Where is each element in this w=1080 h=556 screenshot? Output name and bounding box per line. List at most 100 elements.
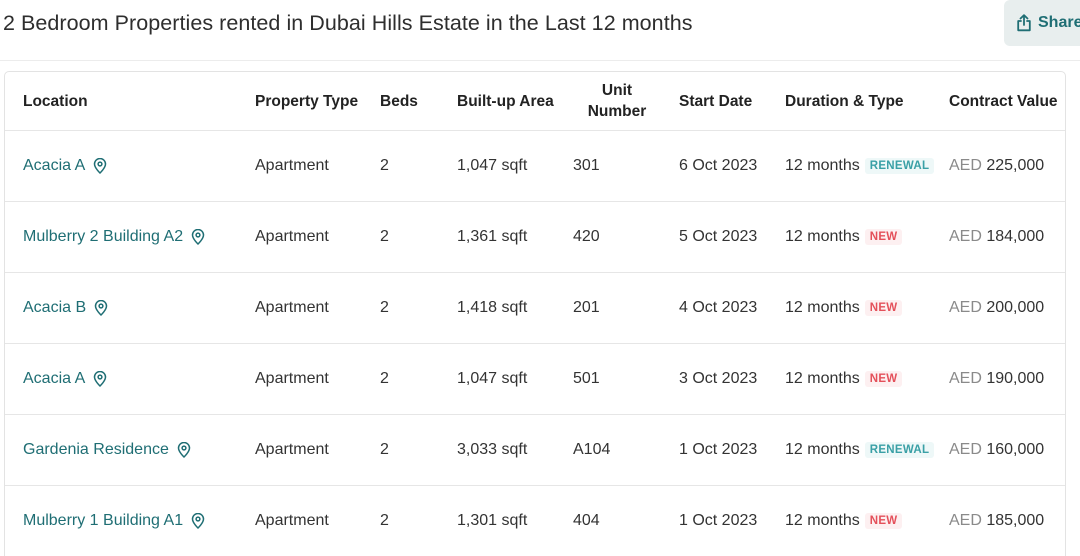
table-header-row: Location Property Type Beds Built-up Are… (5, 72, 1065, 131)
location-link[interactable]: Mulberry 1 Building A1 (23, 512, 205, 530)
cell-property-type: Apartment (255, 130, 380, 202)
cell-built-up-area: 1,418 sqft (457, 272, 573, 344)
contract-amount: 200,000 (986, 299, 1045, 316)
cell-location: Mulberry 2 Building A2 (5, 201, 255, 273)
cell-unit-number: 501 (573, 343, 679, 415)
header-unit-number-line1: Unit (601, 82, 633, 99)
cell-beds: 2 (380, 201, 457, 273)
cell-property-type: Apartment (255, 343, 380, 415)
map-pin-icon[interactable] (177, 442, 191, 458)
location-link[interactable]: Gardenia Residence (23, 441, 191, 459)
header-contract-value: Contract Value (949, 72, 1065, 131)
currency-label: AED (949, 441, 982, 458)
cell-beds: 2 (380, 485, 457, 556)
header-duration-type: Duration & Type (785, 72, 949, 131)
cell-unit-number: 404 (573, 485, 679, 556)
cell-contract-value: AED 160,000 (949, 414, 1065, 486)
cell-contract-value: AED 190,000 (949, 343, 1065, 415)
cell-duration-type: 12 months NEW (785, 201, 949, 273)
header-built-up-area: Built-up Area (457, 72, 573, 131)
cell-property-type: Apartment (255, 414, 380, 486)
cell-beds: 2 (380, 272, 457, 344)
cell-unit-number: 201 (573, 272, 679, 344)
header-location: Location (5, 72, 255, 131)
duration-text: 12 months (785, 299, 860, 316)
cell-duration-type: 12 months NEW (785, 343, 949, 415)
table-row: Acacia A Apartment 2 1,047 sqft 501 3 Oc… (5, 343, 1065, 415)
cell-start-date: 3 Oct 2023 (679, 343, 785, 415)
cell-location: Acacia B (5, 272, 255, 344)
location-name: Acacia B (23, 299, 87, 316)
table-body: Acacia A Apartment 2 1,047 sqft 301 6 Oc… (5, 130, 1065, 556)
cell-duration-type: 12 months NEW (785, 272, 949, 344)
cell-beds: 2 (380, 343, 457, 415)
contract-type-badge: NEW (864, 300, 903, 316)
currency-label: AED (949, 370, 982, 387)
currency-label: AED (949, 157, 982, 174)
table-row: Mulberry 2 Building A2 Apartment 2 1,361… (5, 201, 1065, 273)
cell-property-type: Apartment (255, 201, 380, 273)
contract-amount: 184,000 (986, 228, 1045, 245)
cell-location: Gardenia Residence (5, 414, 255, 486)
duration-text: 12 months (785, 157, 860, 174)
map-pin-icon[interactable] (94, 300, 108, 316)
share-label: Share (1038, 14, 1080, 31)
header-property-type: Property Type (255, 72, 380, 131)
currency-label: AED (949, 228, 982, 245)
cell-duration-type: 12 months RENEWAL (785, 130, 949, 202)
location-link[interactable]: Acacia A (23, 157, 107, 175)
contract-type-badge: RENEWAL (864, 442, 935, 458)
header-beds: Beds (380, 72, 457, 131)
table-row: Mulberry 1 Building A1 Apartment 2 1,301… (5, 485, 1065, 556)
map-pin-icon[interactable] (191, 229, 205, 245)
cell-start-date: 1 Oct 2023 (679, 414, 785, 486)
cell-location: Mulberry 1 Building A1 (5, 485, 255, 556)
contract-type-badge: NEW (864, 513, 903, 529)
cell-built-up-area: 1,361 sqft (457, 201, 573, 273)
cell-property-type: Apartment (255, 485, 380, 556)
contract-type-badge: NEW (864, 371, 903, 387)
cell-contract-value: AED 185,000 (949, 485, 1065, 556)
cell-unit-number: 420 (573, 201, 679, 273)
cell-location: Acacia A (5, 343, 255, 415)
currency-label: AED (949, 512, 982, 529)
cell-contract-value: AED 200,000 (949, 272, 1065, 344)
table-row: Gardenia Residence Apartment 2 3,033 sqf… (5, 414, 1065, 486)
location-name: Mulberry 2 Building A2 (23, 228, 184, 245)
map-pin-icon[interactable] (93, 158, 107, 174)
cell-built-up-area: 3,033 sqft (457, 414, 573, 486)
location-name: Acacia A (23, 370, 86, 387)
contract-amount: 190,000 (986, 370, 1045, 387)
location-link[interactable]: Acacia A (23, 370, 107, 388)
cell-built-up-area: 1,301 sqft (457, 485, 573, 556)
share-button[interactable]: Share (1004, 0, 1080, 46)
map-pin-icon[interactable] (93, 371, 107, 387)
contract-type-badge: RENEWAL (864, 158, 935, 174)
map-pin-icon[interactable] (191, 513, 205, 529)
duration-text: 12 months (785, 370, 860, 387)
location-name: Acacia A (23, 157, 86, 174)
location-name: Gardenia Residence (23, 441, 169, 458)
location-link[interactable]: Acacia B (23, 299, 108, 317)
cell-built-up-area: 1,047 sqft (457, 130, 573, 202)
header-unit-number-line2: Number (587, 103, 647, 120)
cell-duration-type: 12 months NEW (785, 485, 949, 556)
cell-duration-type: 12 months RENEWAL (785, 414, 949, 486)
cell-beds: 2 (380, 130, 457, 202)
cell-location: Acacia A (5, 130, 255, 202)
cell-unit-number: 301 (573, 130, 679, 202)
header-unit-number: Unit Number (573, 72, 679, 131)
rentals-table: Location Property Type Beds Built-up Are… (5, 72, 1065, 556)
contract-type-badge: NEW (864, 229, 903, 245)
cell-start-date: 4 Oct 2023 (679, 272, 785, 344)
cell-contract-value: AED 184,000 (949, 201, 1065, 273)
contract-amount: 160,000 (986, 441, 1045, 458)
contract-amount: 225,000 (986, 157, 1045, 174)
header-start-date: Start Date (679, 72, 785, 131)
cell-built-up-area: 1,047 sqft (457, 343, 573, 415)
rentals-table-card: Location Property Type Beds Built-up Are… (4, 71, 1066, 556)
cell-unit-number: A104 (573, 414, 679, 486)
cell-start-date: 5 Oct 2023 (679, 201, 785, 273)
location-link[interactable]: Mulberry 2 Building A2 (23, 228, 205, 246)
